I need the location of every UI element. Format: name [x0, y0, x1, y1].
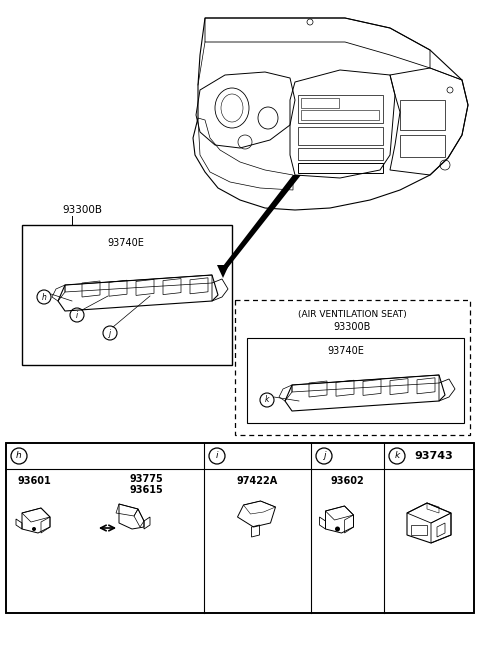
Bar — [400, 135, 445, 157]
Bar — [298, 127, 383, 145]
Text: i: i — [76, 310, 78, 319]
Bar — [247, 338, 464, 423]
Circle shape — [335, 527, 340, 531]
Bar — [301, 98, 339, 108]
Bar — [400, 100, 445, 130]
Bar — [22, 225, 232, 365]
Text: 93743: 93743 — [415, 451, 454, 461]
Bar — [298, 148, 383, 160]
Text: 93300B: 93300B — [62, 205, 102, 215]
Text: h: h — [42, 293, 47, 302]
Bar — [298, 163, 383, 173]
Text: 93740E: 93740E — [107, 238, 144, 248]
Polygon shape — [217, 265, 229, 278]
Text: h: h — [16, 451, 22, 461]
Bar — [301, 110, 379, 120]
Text: 93740E: 93740E — [327, 346, 364, 356]
Bar — [411, 525, 427, 535]
Text: 93300B: 93300B — [333, 322, 371, 332]
Text: i: i — [216, 451, 218, 461]
Text: k: k — [265, 396, 269, 405]
Text: 97422A: 97422A — [237, 476, 278, 486]
Bar — [298, 95, 383, 123]
Text: 93615: 93615 — [129, 485, 163, 495]
Bar — [6, 443, 474, 613]
Text: (AIR VENTILATION SEAT): (AIR VENTILATION SEAT) — [298, 310, 407, 319]
Text: 93602: 93602 — [331, 476, 364, 486]
Polygon shape — [220, 175, 301, 270]
Text: k: k — [395, 451, 400, 461]
Bar — [6, 443, 474, 613]
Circle shape — [32, 527, 36, 531]
Text: j: j — [109, 329, 111, 337]
Bar — [235, 300, 470, 435]
Text: 93775: 93775 — [129, 474, 163, 484]
Text: 93601: 93601 — [17, 476, 51, 486]
Text: j: j — [323, 451, 325, 461]
